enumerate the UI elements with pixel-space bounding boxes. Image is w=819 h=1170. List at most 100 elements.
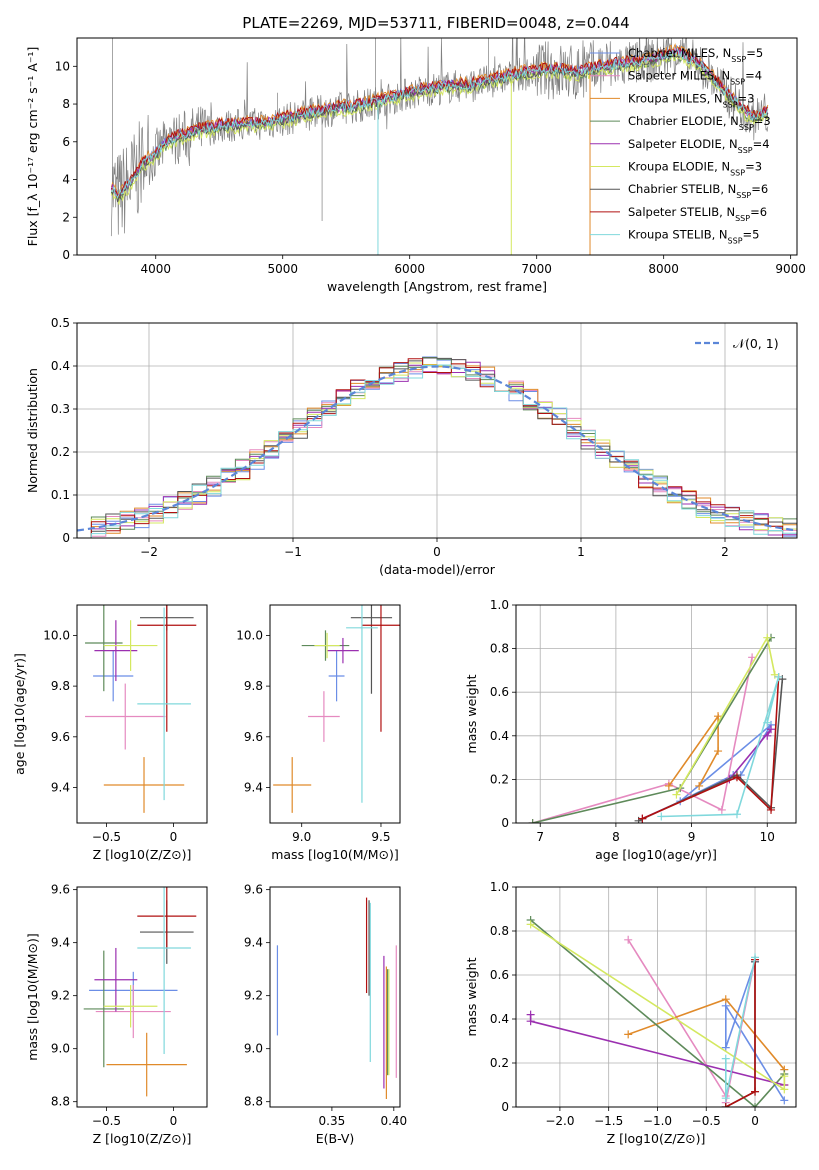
figure-title: PLATE=2269, MJD=53711, FIBERID=0048, z=0… xyxy=(242,14,629,32)
residuals-frame xyxy=(76,322,798,539)
mass-vs-Z-panel: −0.5 0 8.8 9.0 9.2 9.4 9.6 Z [log10(Z/Z⊙)] mass … xyxy=(25,883,208,1146)
mass-vs-Z-frame xyxy=(76,886,208,1108)
legend-sep: , N xyxy=(723,114,739,128)
mass-weight-vs-Z-plot-area xyxy=(526,916,789,1107)
x-tick-label: −2 xyxy=(140,545,158,559)
spectrum-model-line xyxy=(110,47,768,198)
weight-marker xyxy=(634,816,643,823)
y-tick-label: 0.6 xyxy=(490,968,509,982)
weight-marker xyxy=(624,935,633,944)
spectrum-frame xyxy=(76,37,798,256)
y-tick-label: 9.6 xyxy=(51,883,70,897)
legend-eq: = xyxy=(743,228,753,242)
x-tick-label: 9.5 xyxy=(371,830,390,844)
x-tick-label: 0 xyxy=(170,830,178,844)
y-axis-label: age [log10(age/yr)] xyxy=(12,653,27,775)
x-axis-label: Z [log10(Z/Z⊙)] xyxy=(93,1131,192,1146)
x-tick-label: 2 xyxy=(721,545,729,559)
weight-marker xyxy=(767,805,776,814)
legend-name: Kroupa ELODIE xyxy=(628,160,714,174)
legend-eq: = xyxy=(751,182,761,196)
legend-entry: Salpeter MILES, NSSP=4 xyxy=(628,69,762,87)
x-axis-label: age [log10(age/yr)] xyxy=(595,847,717,862)
legend-sub: SSP xyxy=(728,236,743,245)
x-axis-label: mass [log10(M/M⊙)] xyxy=(271,847,399,862)
legend-sep: , N xyxy=(715,46,731,60)
y-tick-label: 0.2 xyxy=(51,445,70,459)
weight-marker xyxy=(721,1043,730,1052)
legend-eq: = xyxy=(750,205,760,219)
weight-marker xyxy=(526,1017,535,1026)
weight-marker xyxy=(721,1103,730,1107)
y-tick-label: 8.8 xyxy=(244,1095,263,1109)
weight-marker xyxy=(721,995,730,1004)
x-tick-label: 0 xyxy=(433,545,441,559)
legend-nssp: 3 xyxy=(755,160,762,174)
legend-name: Kroupa STELIB xyxy=(628,228,712,242)
legend-nssp: 4 xyxy=(755,69,762,83)
gaussian-curve xyxy=(77,365,797,532)
legend-sub: SSP xyxy=(730,168,745,177)
legend-sep: , N xyxy=(722,137,738,151)
y-tick-label: 0 xyxy=(62,531,70,545)
legend-entry: Salpeter STELIB, NSSP=6 xyxy=(628,205,767,223)
x-tick-label: 0.35 xyxy=(319,1114,346,1128)
legend-eq: = xyxy=(745,160,755,174)
legend-name: Kroupa MILES xyxy=(628,91,707,105)
y-tick-label: 1.0 xyxy=(490,880,509,894)
y-tick-label: 9.6 xyxy=(244,883,263,897)
x-axis-label: Z [log10(Z/Z⊙)] xyxy=(93,847,192,862)
weight-marker xyxy=(763,731,772,740)
legend-sep: , N xyxy=(719,205,735,219)
weight-marker xyxy=(780,1085,789,1094)
residuals-plot-area xyxy=(77,356,797,538)
y-axis-label: mass [log10(M/M⊙)] xyxy=(25,933,40,1061)
legend-sep: , N xyxy=(714,69,730,83)
weight-marker xyxy=(751,1087,760,1096)
age-vs-Z-panel: −0.5 0 9.4 9.6 9.8 10.0 Z [log10(Z/Z⊙)] age [lo… xyxy=(12,604,208,862)
spectrum-model-line xyxy=(110,50,769,203)
weight-marker xyxy=(751,1103,760,1107)
y-tick-label: 9.4 xyxy=(51,781,70,795)
x-tick-label: 4000 xyxy=(140,262,171,276)
x-tick-label: −0.5 xyxy=(92,1114,121,1128)
spectrum-model-line xyxy=(111,48,769,199)
legend-eq: = xyxy=(753,137,763,151)
weight-line xyxy=(532,657,753,823)
x-tick-label: −2.0 xyxy=(545,1114,574,1128)
weight-marker xyxy=(748,653,757,662)
x-axis-label: E(B-V) xyxy=(316,1131,355,1146)
mass-vs-EBV-plot-area xyxy=(276,897,397,1100)
legend-entry: Salpeter ELODIE, NSSP=4 xyxy=(628,137,770,155)
y-tick-label: 8.8 xyxy=(51,1095,70,1109)
legend-nssp: 3 xyxy=(747,91,754,105)
weight-marker xyxy=(751,953,760,962)
weight-marker xyxy=(778,675,787,684)
legend-eq: = xyxy=(754,114,764,128)
y-tick-label: 0 xyxy=(501,1100,509,1114)
legend-entry: Kroupa STELIB, NSSP=5 xyxy=(628,228,760,246)
weight-marker xyxy=(657,812,666,821)
y-axis-label: Flux [f_λ 10⁻¹⁷ erg cm⁻² s⁻¹ A⁻¹] xyxy=(25,47,40,247)
weight-marker xyxy=(780,1072,789,1081)
legend-sep: , N xyxy=(712,228,728,242)
y-tick-label: 9.6 xyxy=(244,730,263,744)
y-tick-label: 9.8 xyxy=(51,679,70,693)
x-tick-label: −0.5 xyxy=(692,1114,721,1128)
y-tick-label: 0.3 xyxy=(51,402,70,416)
weight-marker xyxy=(732,810,741,819)
legend-nssp: 6 xyxy=(760,205,767,219)
weight-marker xyxy=(526,920,535,929)
age-vs-mass-panel: 9.0 9.5 9.4 9.6 9.8 10.0 mass [log10(M/M⊙)] xyxy=(236,604,401,862)
weight-line xyxy=(661,676,780,818)
x-tick-label: −1 xyxy=(284,545,302,559)
legend-sep: , N xyxy=(714,160,730,174)
legend-name: Chabrier ELODIE xyxy=(628,114,723,128)
mass-vs-EBV-panel: 0.35 0.40 8.8 9.0 9.2 9.4 9.6 E(B-V) xyxy=(244,883,407,1146)
x-tick-label: 6000 xyxy=(394,262,425,276)
y-tick-label: 0.8 xyxy=(490,642,509,656)
x-axis-label: wavelength [Angstrom, rest frame] xyxy=(327,279,547,294)
weight-marker xyxy=(774,672,783,681)
legend-sep: , N xyxy=(707,91,723,105)
